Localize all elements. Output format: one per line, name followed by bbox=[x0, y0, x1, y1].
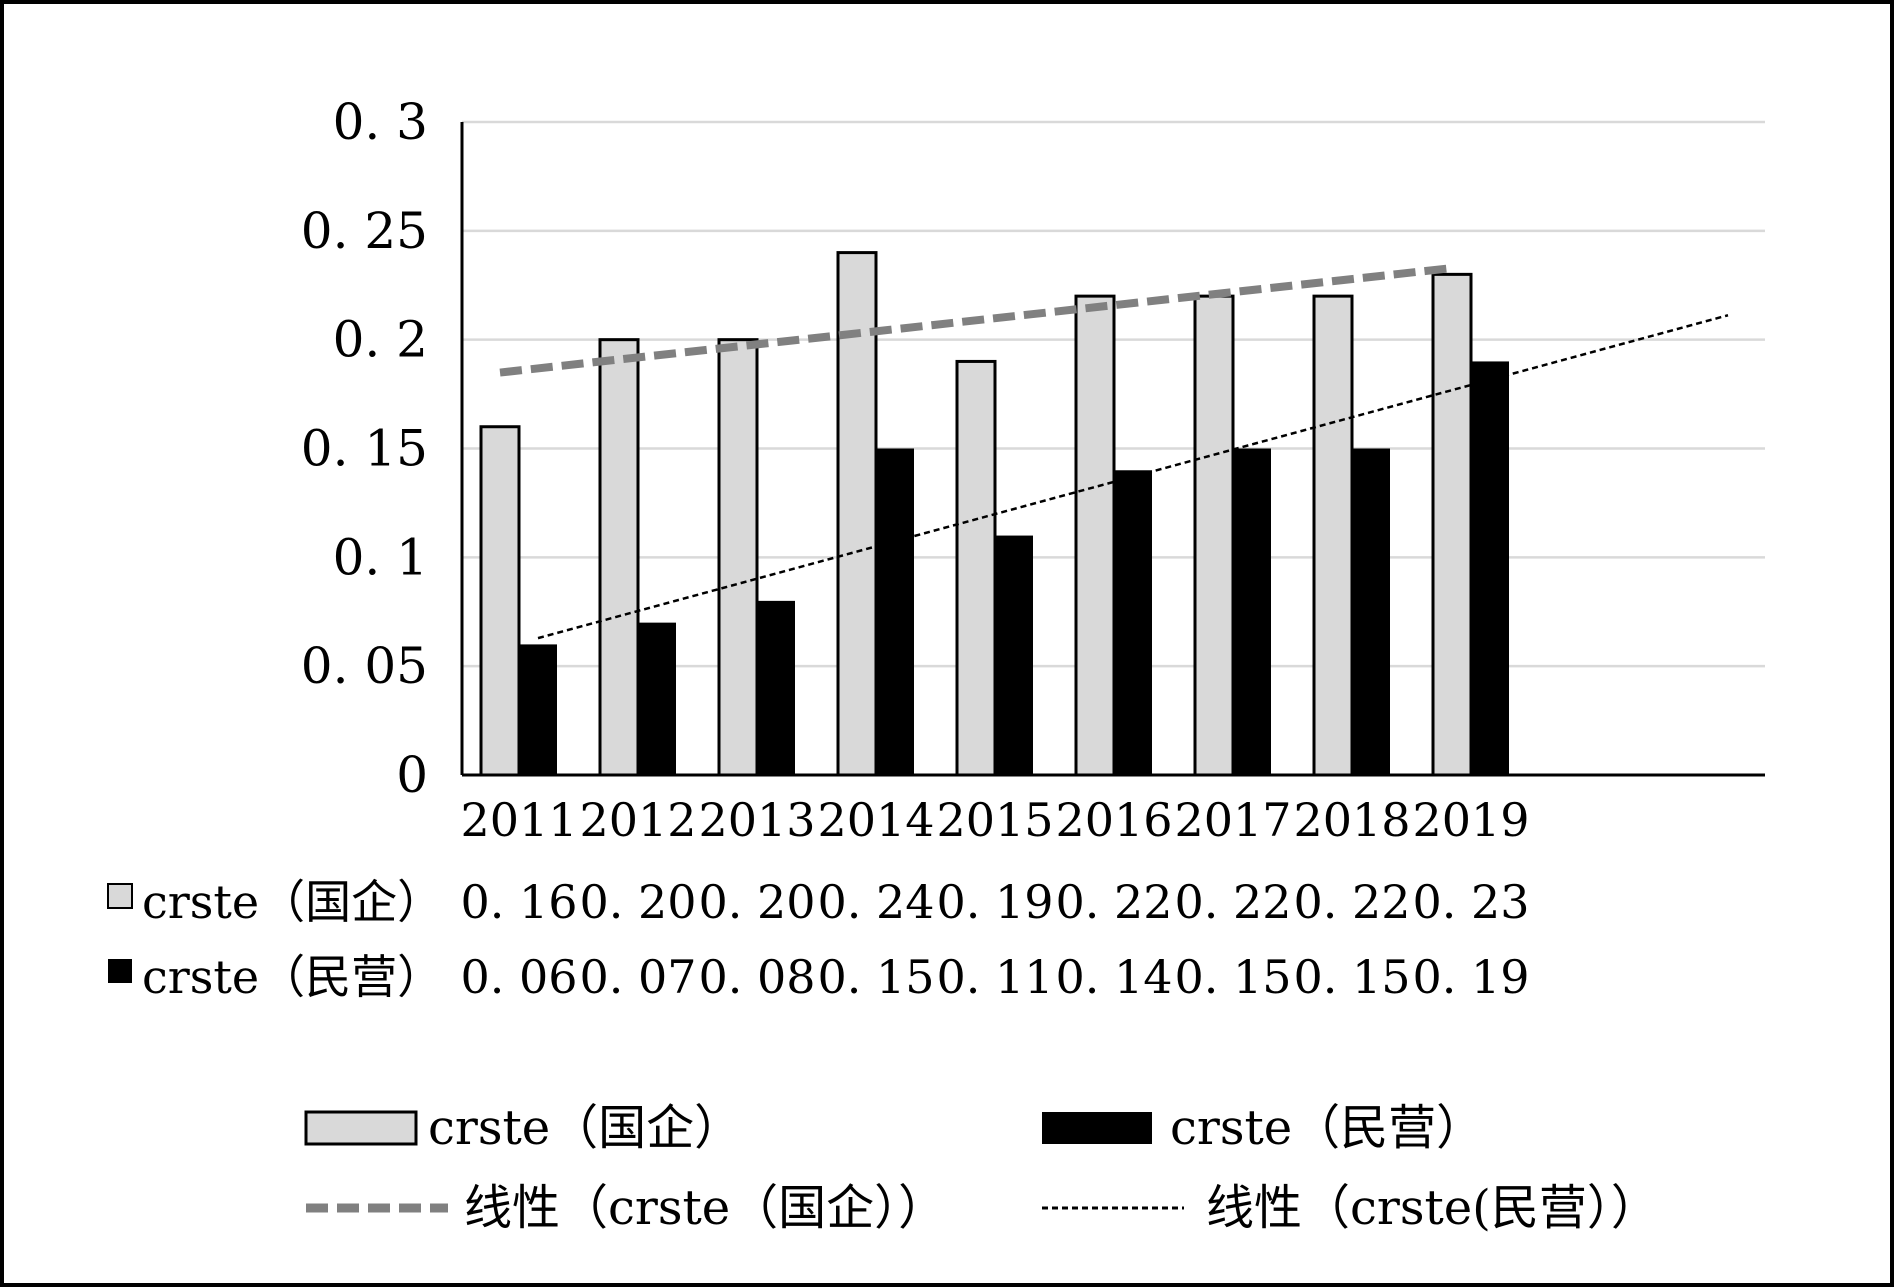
y-tick-label: 0. 3 bbox=[333, 93, 428, 151]
table-cell: 0. 19 bbox=[1412, 950, 1529, 1004]
table-cell: 0. 14 bbox=[1055, 950, 1172, 1004]
bar-series-1 bbox=[757, 600, 795, 775]
y-tick-label: 0. 1 bbox=[333, 528, 428, 586]
x-tick-label: 2014 bbox=[817, 793, 934, 847]
x-tick-label: 2011 bbox=[460, 793, 577, 847]
trendlines bbox=[499, 264, 1729, 640]
table-cell: 0. 20 bbox=[698, 875, 815, 929]
table-cell: 0. 15 bbox=[1293, 950, 1410, 1004]
table-cell: 0. 16 bbox=[460, 875, 577, 929]
table-cell: 0. 08 bbox=[698, 950, 815, 1004]
legend: crste（国企） crste（民营） 线性（crste（国企）） 线性（crs… bbox=[304, 1100, 1659, 1236]
y-tick-labels: 0 0. 05 0. 1 0. 15 0. 2 0. 25 0. 3 bbox=[301, 93, 428, 804]
x-tick-label: 2017 bbox=[1174, 793, 1291, 847]
axes bbox=[460, 122, 1765, 777]
table-cell: 0. 23 bbox=[1412, 875, 1529, 929]
bar-series-0 bbox=[717, 338, 759, 777]
bar-series-1 bbox=[1352, 448, 1390, 775]
table-row-label: crste（国企） bbox=[142, 875, 443, 929]
legend-swatch-series-0 bbox=[304, 1110, 418, 1146]
x-tick-label: 2019 bbox=[1412, 793, 1529, 847]
x-tick-labels: 2011 2012 2013 2014 2015 2016 2017 2018 2019 bbox=[460, 793, 1529, 847]
legend-label-series-0: crste（国企） bbox=[428, 1100, 742, 1156]
table-cell: 0. 15 bbox=[1174, 950, 1291, 1004]
bar-series-0 bbox=[1431, 272, 1473, 777]
bar-series-0 bbox=[1193, 294, 1235, 777]
bars bbox=[479, 251, 1509, 777]
table-row-label: crste（民营） bbox=[142, 950, 443, 1004]
table-cell: 0. 22 bbox=[1174, 875, 1291, 929]
table-cell: 0. 11 bbox=[936, 950, 1053, 1004]
y-tick-label: 0. 25 bbox=[301, 202, 428, 260]
bar-series-1 bbox=[1233, 448, 1271, 775]
table-cell: 0. 07 bbox=[579, 950, 696, 1004]
table-cell: 0. 22 bbox=[1055, 875, 1172, 929]
bar-series-1 bbox=[519, 644, 557, 775]
x-tick-label: 2018 bbox=[1293, 793, 1410, 847]
x-tick-label: 2015 bbox=[936, 793, 1053, 847]
legend-swatch-series-1 bbox=[1042, 1112, 1152, 1144]
table-swatch-series-0 bbox=[107, 883, 133, 909]
table-cell: 0. 06 bbox=[460, 950, 577, 1004]
y-tick-label: 0. 2 bbox=[333, 311, 428, 369]
bar-series-0 bbox=[1074, 294, 1116, 777]
y-tick-label: 0 bbox=[396, 746, 428, 804]
table-cell: 0. 24 bbox=[817, 875, 934, 929]
trendline-1 bbox=[537, 314, 1729, 640]
legend-label-series-1: crste（民营） bbox=[1170, 1100, 1484, 1156]
bar-series-0 bbox=[955, 359, 997, 777]
bar-series-1 bbox=[1471, 361, 1509, 775]
bar-series-0 bbox=[1312, 294, 1354, 777]
legend-label-trendline-0: 线性（crste（国企）） bbox=[464, 1180, 946, 1236]
table-cell: 0. 20 bbox=[579, 875, 696, 929]
table-swatch-series-1 bbox=[108, 959, 132, 983]
table-cell: 0. 22 bbox=[1293, 875, 1410, 929]
table-cell: 0. 15 bbox=[817, 950, 934, 1004]
data-table: crste（国企） 0. 16 0. 20 0. 20 0. 24 0. 19 0. 22 0… bbox=[107, 875, 1530, 1004]
trendline-0 bbox=[499, 264, 1453, 377]
y-tick-label: 0. 15 bbox=[301, 420, 428, 478]
bar-series-0 bbox=[598, 338, 640, 777]
x-tick-label: 2016 bbox=[1055, 793, 1172, 847]
bar-series-0 bbox=[479, 425, 521, 777]
legend-label-trendline-1: 线性（crste(民营）） bbox=[1206, 1180, 1659, 1236]
bar-series-1 bbox=[1114, 470, 1152, 775]
x-tick-label: 2013 bbox=[698, 793, 815, 847]
bar-series-1 bbox=[995, 535, 1033, 775]
bar-series-1 bbox=[638, 622, 676, 775]
y-tick-label: 0. 05 bbox=[301, 637, 428, 695]
table-cell: 0. 19 bbox=[936, 875, 1053, 929]
x-tick-label: 2012 bbox=[579, 793, 696, 847]
bar-series-1 bbox=[876, 448, 914, 775]
